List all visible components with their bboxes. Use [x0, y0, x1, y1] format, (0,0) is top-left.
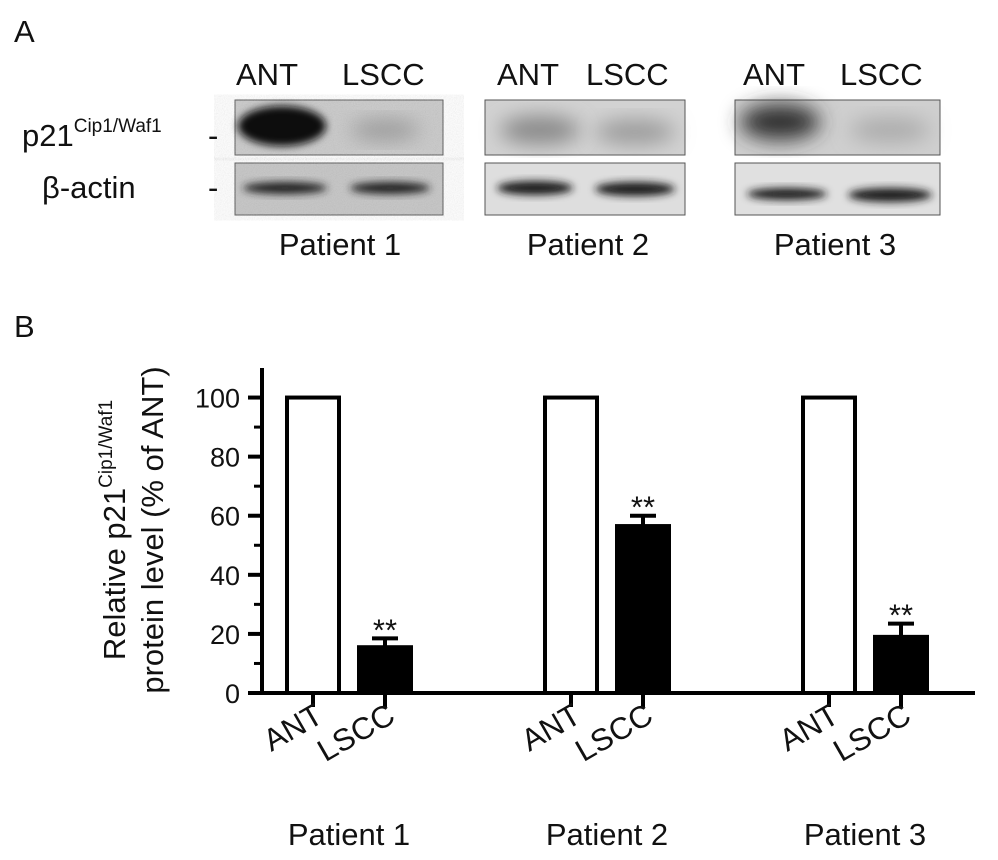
patient-label: Patient 3: [774, 227, 896, 262]
band: [595, 182, 675, 196]
x-group-label: Patient 1: [288, 817, 410, 852]
bar: [357, 645, 413, 695]
lane-label: ANT: [743, 57, 805, 92]
lane-label: LSCC: [840, 57, 923, 92]
band: [747, 188, 827, 200]
y-axis-label: Relative p21Cip1/Waf1 protein level (% o…: [96, 366, 170, 693]
bar: [615, 524, 671, 695]
row-dash: -: [208, 170, 218, 205]
x-group-label: Patient 2: [546, 817, 668, 852]
panel-label: A: [14, 14, 35, 49]
panel-b: B Relative p21Cip1/Waf1 protein level (%…: [14, 309, 975, 852]
row-name: p21: [22, 118, 74, 153]
significance: **: [631, 490, 655, 525]
band: [350, 182, 430, 194]
y-label-text: Relative p21: [97, 488, 132, 660]
bar: [285, 395, 341, 695]
lane-label: ANT: [236, 57, 298, 92]
patient-label: Patient 2: [527, 227, 649, 262]
band: [350, 120, 420, 140]
bar: [801, 395, 857, 695]
bar: [543, 395, 599, 695]
panel-a: A ANT L: [14, 14, 941, 262]
row-dash: -: [208, 118, 218, 153]
band: [497, 181, 573, 195]
significance: **: [889, 598, 913, 633]
x-tick-label: LSCC: [311, 697, 400, 769]
y-tick-label: 80: [210, 443, 240, 473]
y-label-superscript: Cip1/Waf1: [96, 400, 117, 488]
y-tick-label: 100: [195, 384, 240, 414]
bar: [873, 634, 929, 696]
row-label: p21Cip1/Waf1: [22, 116, 162, 153]
blot: [484, 99, 686, 216]
band: [243, 182, 327, 194]
y-tick-label: 0: [225, 679, 240, 709]
lane-label: LSCC: [586, 57, 669, 92]
band: [500, 116, 580, 144]
blot: [234, 99, 444, 216]
row-superscript: Cip1/Waf1: [74, 116, 162, 137]
lane-label: LSCC: [342, 57, 425, 92]
patient-label: Patient 1: [279, 227, 401, 262]
row-name: β-actin: [42, 170, 136, 205]
band: [850, 118, 930, 142]
lane-label: ANT: [497, 57, 559, 92]
band: [848, 188, 932, 202]
y-tick-label: 60: [210, 502, 240, 532]
y-label-line: protein level (% of ANT): [135, 366, 170, 693]
band: [238, 106, 326, 146]
x-group-label: Patient 3: [804, 817, 926, 852]
y-tick-label: 40: [210, 561, 240, 591]
band: [595, 120, 675, 144]
y-label-line: Relative p21Cip1/Waf1: [96, 400, 132, 660]
y-tick-label: 20: [210, 620, 240, 650]
x-tick-label: LSCC: [827, 697, 916, 769]
x-tick-label: LSCC: [569, 697, 658, 769]
band: [740, 104, 820, 140]
blot: [734, 99, 941, 216]
panel-label: B: [14, 309, 35, 344]
significance: **: [373, 612, 397, 647]
